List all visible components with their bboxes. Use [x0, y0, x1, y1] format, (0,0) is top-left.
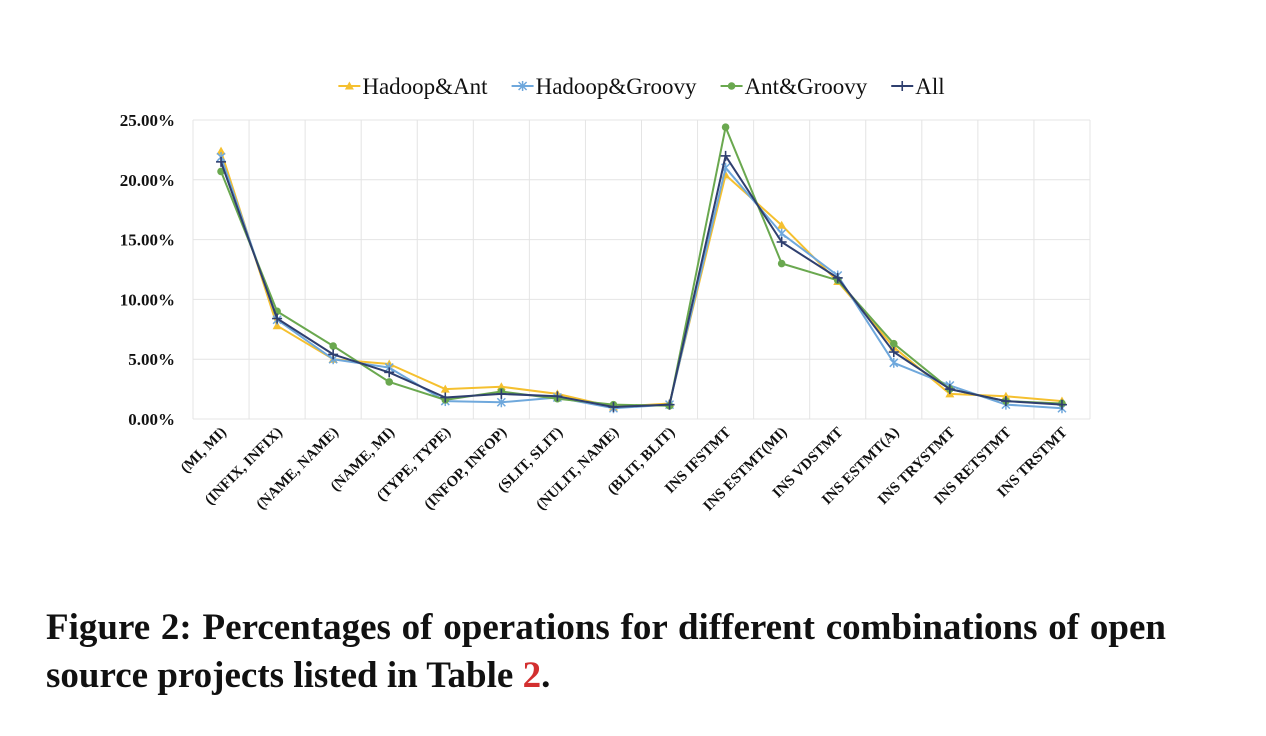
table-reference-link[interactable]: 2: [522, 655, 542, 696]
data-point: [272, 321, 282, 330]
data-point: [776, 236, 787, 247]
legend-label: Hadoop&Ant: [362, 74, 488, 99]
data-point: [518, 81, 528, 91]
data-point: [897, 81, 908, 91]
data-point: [721, 123, 730, 131]
data-point: [216, 146, 226, 155]
data-point: [1056, 399, 1067, 410]
data-point: [720, 150, 731, 161]
data-point: [496, 388, 507, 399]
data-point: [1000, 396, 1011, 407]
series-all: [216, 150, 1067, 413]
caption-text: Figure 2: Percentages of operations for …: [46, 607, 1166, 696]
data-point: [496, 397, 506, 408]
y-tick-label: 25.00%: [120, 111, 175, 130]
data-point: [496, 382, 506, 391]
data-point: [328, 349, 339, 360]
y-tick-label: 15.00%: [120, 231, 175, 250]
data-point: [888, 347, 899, 358]
x-axis-ticks: (MI, MI)(INFIX, INFIX)(NAME, NAME)(NAME,…: [178, 425, 1071, 515]
data-point: [552, 391, 563, 402]
data-point: [344, 81, 354, 90]
legend-label: All: [915, 74, 944, 99]
chart-legend: Hadoop&Ant Hadoop&Groovy Ant&Groovy All: [338, 74, 945, 99]
x-tick-label: (MI, MI): [178, 425, 230, 477]
data-point: [889, 339, 898, 348]
legend-item: All: [891, 74, 945, 99]
caption-end: .: [541, 655, 551, 696]
chart-grid: [192, 119, 1091, 420]
y-tick-label: 0.00%: [128, 410, 175, 429]
chart-series: [216, 123, 1067, 414]
data-point: [329, 342, 337, 350]
data-point: [727, 82, 736, 90]
data-point: [944, 384, 955, 395]
line-chart: 0.00% 5.00% 10.00% 15.00% 20.00% 25.00% (MI, …: [120, 74, 1091, 515]
figure-caption: Figure 2: Percentages of operations for …: [46, 604, 1166, 700]
data-point: [384, 367, 395, 378]
y-axis-ticks: 0.00% 5.00% 10.00% 15.00% 20.00% 25.00%: [120, 111, 175, 429]
data-point: [216, 156, 227, 167]
data-point: [777, 259, 786, 268]
data-point: [889, 357, 899, 368]
y-tick-label: 10.00%: [120, 290, 175, 309]
y-tick-label: 5.00%: [128, 350, 175, 369]
legend-label: Hadoop&Groovy: [536, 74, 697, 99]
y-tick-label: 20.00%: [120, 171, 175, 190]
data-point: [608, 402, 619, 413]
legend-item: Ant&Groovy: [720, 74, 868, 99]
series-line: [220, 154, 1063, 408]
legend-label: Ant&Groovy: [745, 74, 868, 99]
data-point: [440, 384, 450, 393]
data-point: [1001, 391, 1011, 400]
data-point: [777, 220, 787, 229]
legend-item: Hadoop&Groovy: [511, 74, 697, 99]
data-point: [664, 399, 675, 410]
data-point: [385, 378, 394, 386]
legend-item: Hadoop&Ant: [338, 74, 488, 99]
data-point: [832, 272, 843, 283]
data-point: [440, 392, 451, 403]
data-point: [272, 313, 283, 324]
